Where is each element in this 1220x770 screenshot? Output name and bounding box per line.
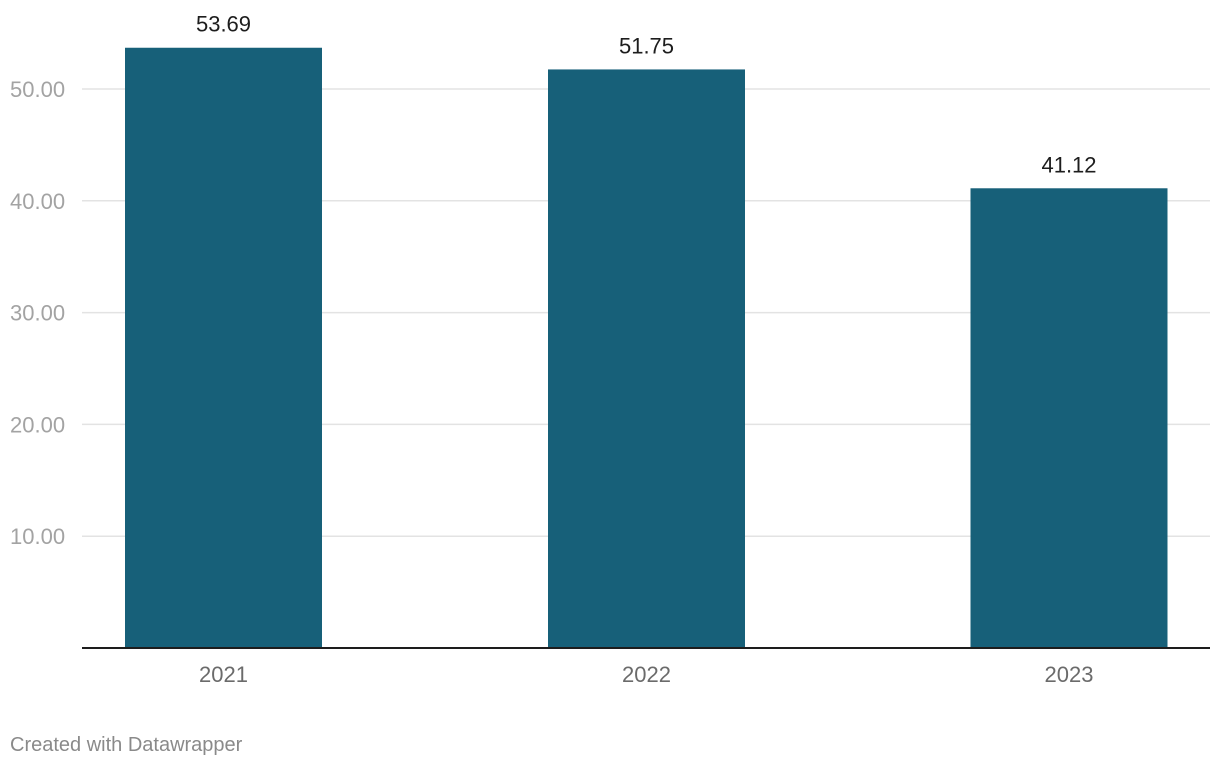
data-label-2022: 51.75 <box>619 33 674 58</box>
bars <box>125 47 1168 649</box>
y-axis-tick-labels: 10.00 20.00 30.00 40.00 50.00 <box>10 77 65 549</box>
data-label-2023: 41.12 <box>1041 152 1096 177</box>
y-tick-label: 30.00 <box>10 301 65 326</box>
x-tick-label-2022: 2022 <box>622 662 671 687</box>
x-tick-label-2021: 2021 <box>199 662 248 687</box>
x-axis-tick-labels: 2021 2022 2023 <box>199 662 1093 687</box>
bar-2022 <box>548 69 745 648</box>
y-tick-label: 20.00 <box>10 412 65 437</box>
y-tick-label: 50.00 <box>10 77 65 102</box>
data-label-2021: 53.69 <box>196 12 251 37</box>
x-tick-label-2023: 2023 <box>1045 662 1094 687</box>
y-tick-label: 40.00 <box>10 189 65 214</box>
datawrapper-credit: Created with Datawrapper <box>10 734 243 756</box>
y-tick-label: 10.00 <box>10 524 65 549</box>
bar-2021 <box>125 47 322 649</box>
bar-2023 <box>970 188 1168 649</box>
data-labels: 53.69 51.75 41.12 <box>196 12 1097 178</box>
